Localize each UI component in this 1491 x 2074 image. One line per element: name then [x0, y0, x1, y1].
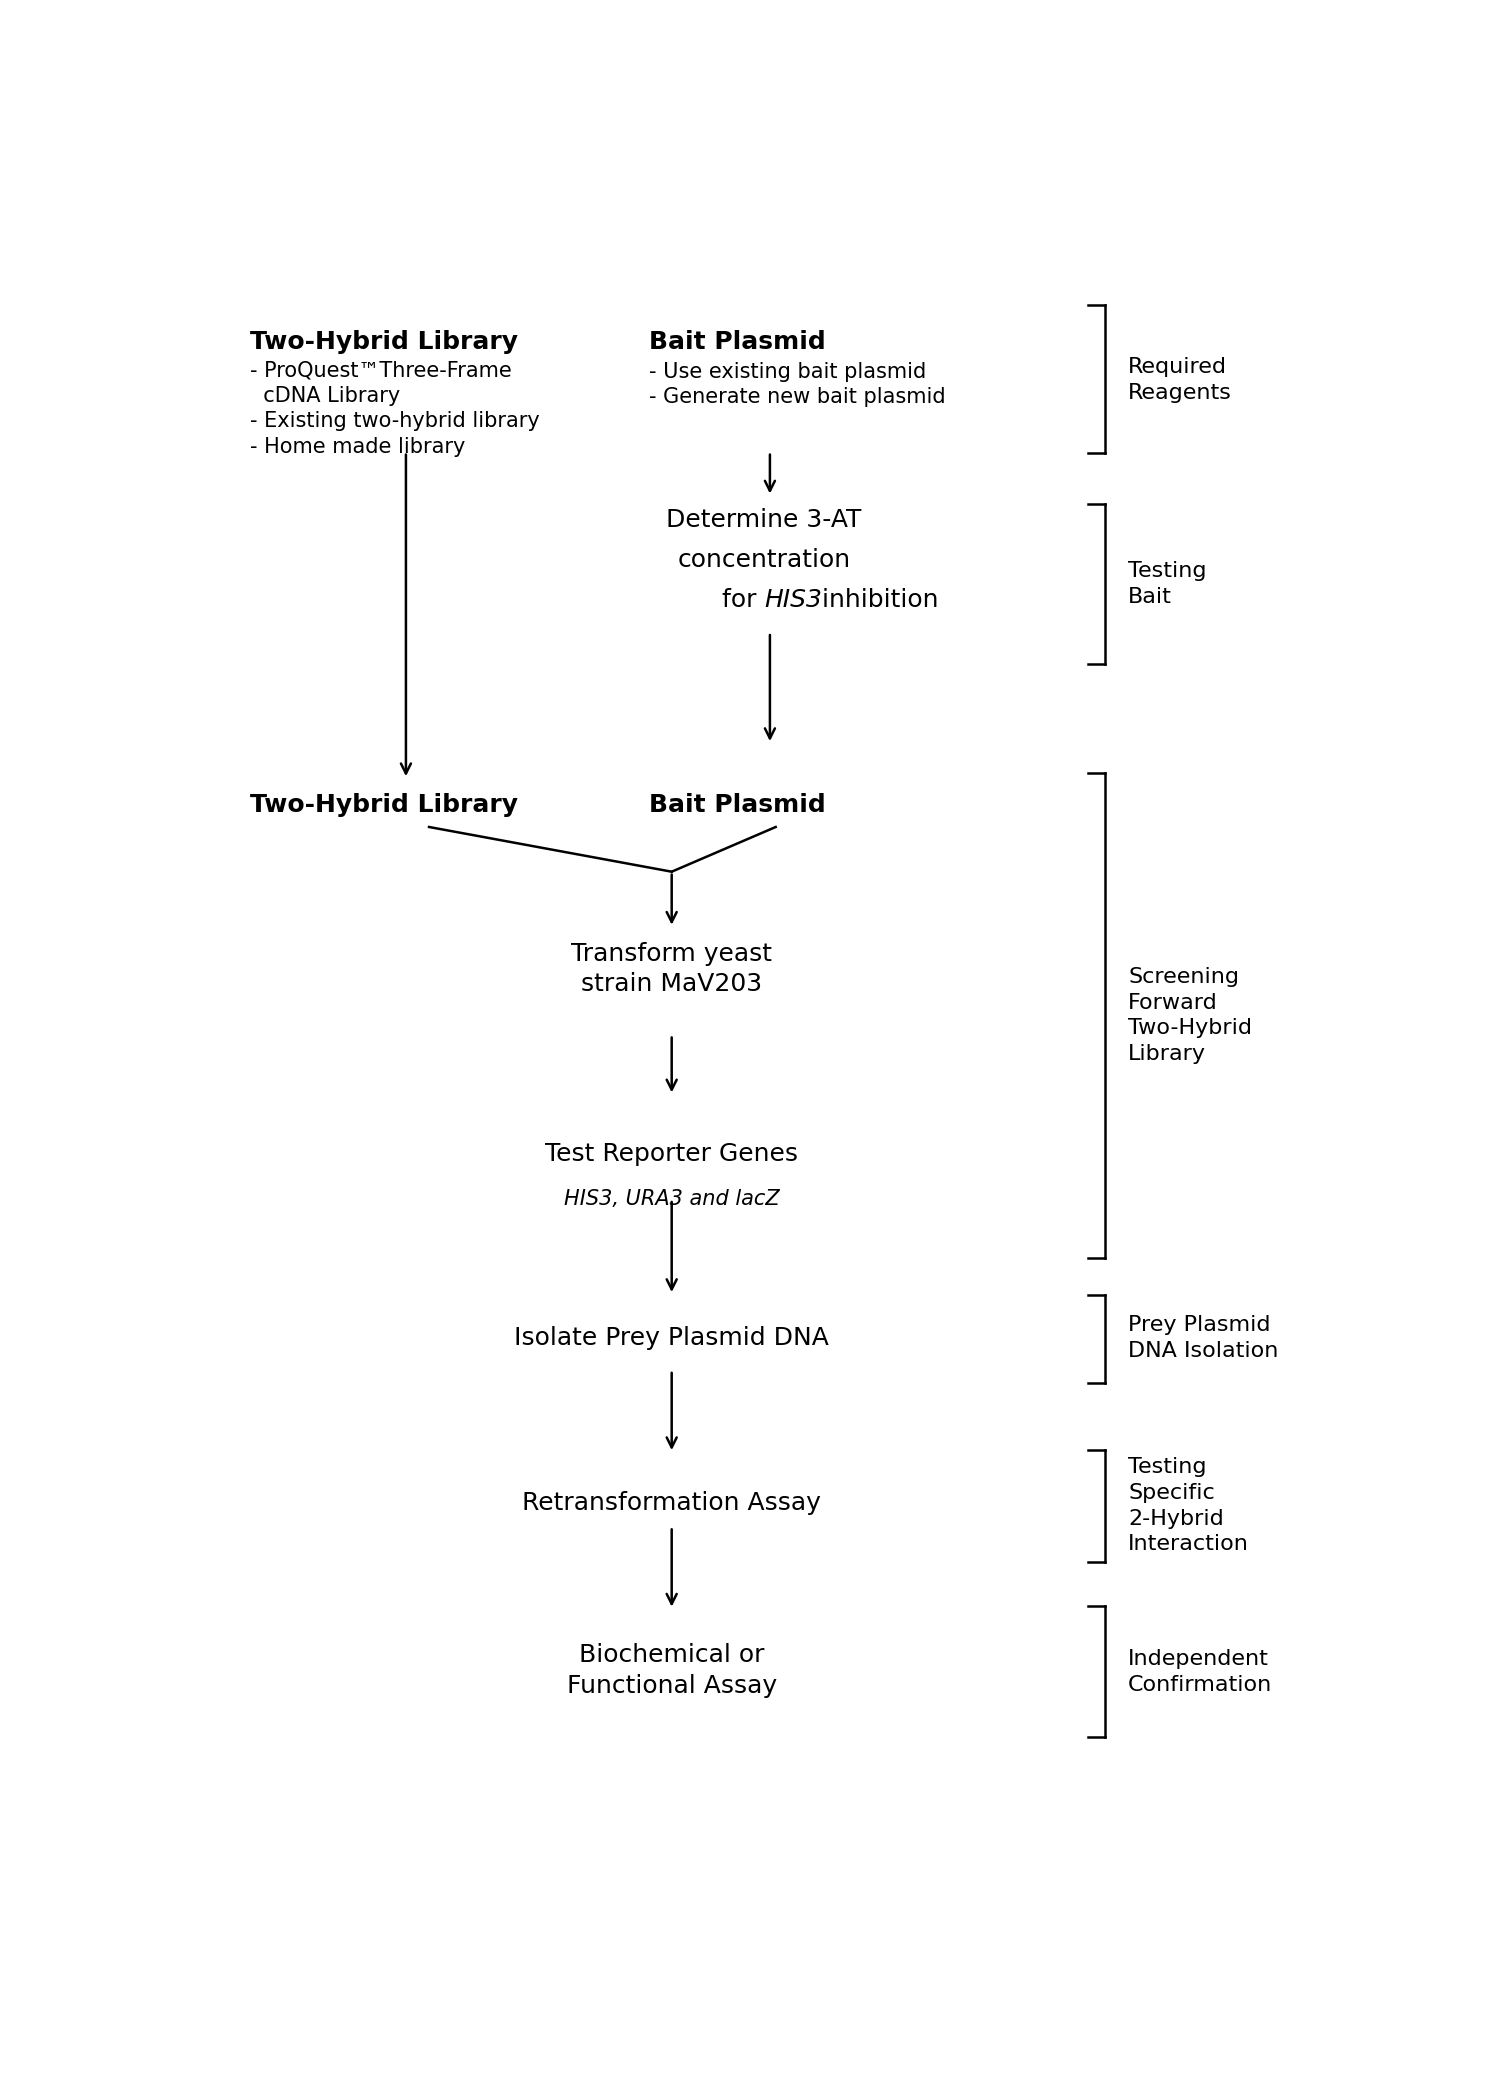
- Text: for: for: [722, 589, 765, 612]
- Text: HIS3, URA3 and lacZ: HIS3, URA3 and lacZ: [564, 1188, 780, 1209]
- Text: Biochemical or
Functional Assay: Biochemical or Functional Assay: [567, 1643, 777, 1697]
- Text: HIS3: HIS3: [765, 589, 822, 612]
- Text: Prey Plasmid
DNA Isolation: Prey Plasmid DNA Isolation: [1129, 1315, 1278, 1361]
- Text: Bait Plasmid: Bait Plasmid: [649, 330, 826, 353]
- Text: concentration: concentration: [677, 548, 851, 572]
- Text: Independent
Confirmation: Independent Confirmation: [1129, 1649, 1272, 1694]
- Text: Two-Hybrid Library: Two-Hybrid Library: [250, 792, 517, 817]
- Text: Two-Hybrid Library: Two-Hybrid Library: [250, 330, 517, 353]
- Text: Retransformation Assay: Retransformation Assay: [522, 1491, 822, 1514]
- Text: Test Reporter Genes: Test Reporter Genes: [546, 1143, 798, 1166]
- Text: Testing
Specific
2-Hybrid
Interaction: Testing Specific 2-Hybrid Interaction: [1129, 1458, 1249, 1553]
- Text: Required
Reagents: Required Reagents: [1129, 357, 1232, 402]
- Text: Bait Plasmid: Bait Plasmid: [649, 792, 826, 817]
- Text: Determine 3-AT: Determine 3-AT: [666, 508, 862, 533]
- Text: Isolate Prey Plasmid DNA: Isolate Prey Plasmid DNA: [514, 1325, 829, 1350]
- Text: inhibition: inhibition: [814, 589, 938, 612]
- Text: - Use existing bait plasmid
- Generate new bait plasmid: - Use existing bait plasmid - Generate n…: [649, 361, 945, 407]
- Text: Testing
Bait: Testing Bait: [1129, 562, 1206, 608]
- Text: Screening
Forward
Two-Hybrid
Library: Screening Forward Two-Hybrid Library: [1129, 966, 1252, 1064]
- Text: - ProQuest™Three-Frame
  cDNA Library
- Existing two-hybrid library
- Home made : - ProQuest™Three-Frame cDNA Library - Ex…: [250, 361, 540, 456]
- Text: Transform yeast
strain MaV203: Transform yeast strain MaV203: [571, 942, 772, 996]
